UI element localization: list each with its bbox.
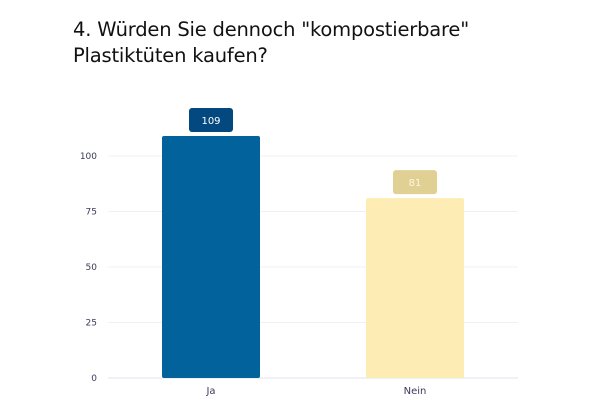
bar-ja	[162, 136, 260, 378]
data-label: 109	[201, 116, 220, 127]
chart-title: 4. Würden Sie dennoch "kompostierbare" P…	[73, 18, 469, 67]
y-tick-label: 50	[86, 263, 98, 273]
y-tick-label: 0	[91, 374, 97, 384]
x-tick-label: Nein	[404, 386, 427, 397]
y-tick-label: 100	[80, 152, 97, 162]
y-tick-label: 75	[86, 208, 97, 218]
data-label-box	[189, 108, 233, 133]
data-label: 81	[409, 178, 422, 189]
data-label-box	[393, 170, 437, 195]
y-tick-label: 25	[86, 319, 97, 329]
bar-nein	[366, 198, 464, 378]
x-tick-label: Ja	[205, 386, 215, 397]
